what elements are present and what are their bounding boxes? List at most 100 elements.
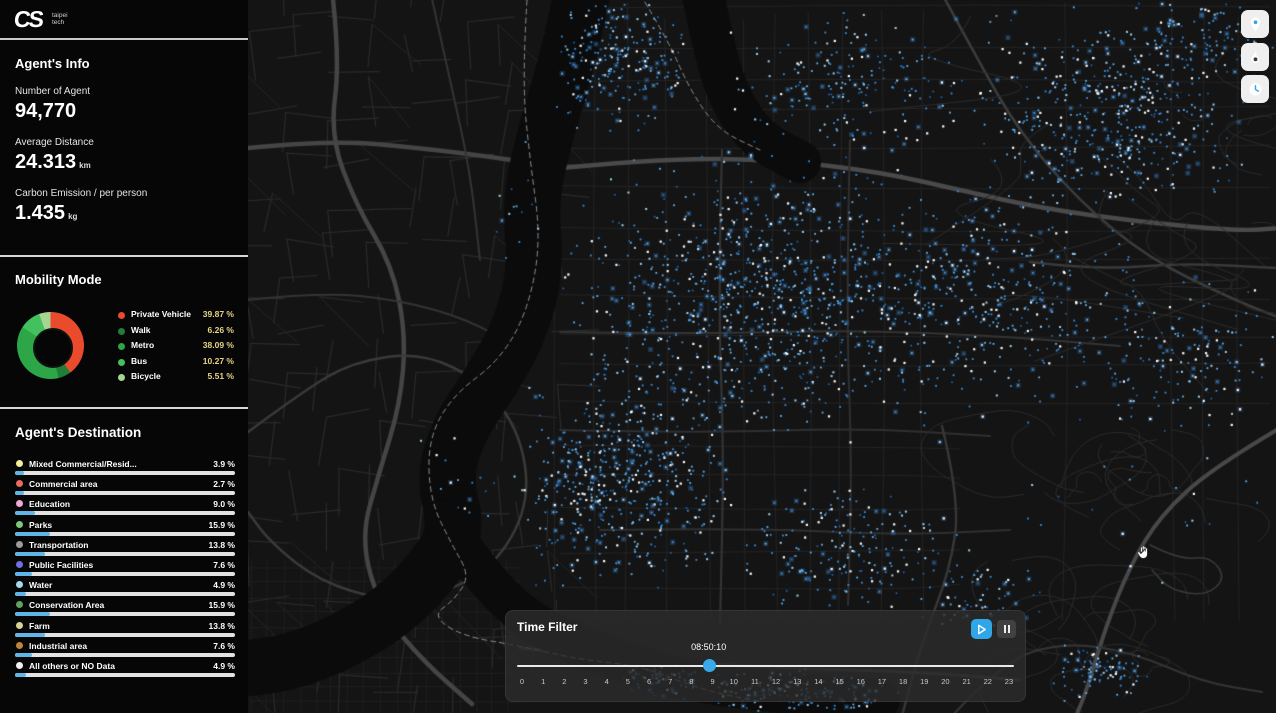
destination-value: 2.7 %	[213, 479, 235, 490]
destination-bar	[15, 592, 235, 597]
destination-value: 15.9 %	[208, 519, 235, 530]
time-tick-label: 6	[646, 677, 652, 686]
destination-bar	[15, 571, 235, 576]
destination-label: Parks	[29, 519, 53, 530]
destination-value: 15.9 %	[208, 600, 235, 611]
destination-row: Public Facilities 7.6 %	[15, 560, 235, 580]
time-tick-label: 20	[941, 677, 950, 686]
legend-dot	[118, 312, 125, 319]
destination-dot	[16, 540, 23, 548]
destination-label: Transportation	[29, 539, 89, 550]
time-tick-label: 3	[583, 677, 588, 686]
stat-value: 1.435 kg	[15, 202, 78, 224]
destination-label: All others or NO Data	[29, 660, 115, 671]
destination-label: Mixed Commercial/Resid...	[29, 459, 137, 469]
time-tick-label: 8	[689, 677, 694, 686]
pin-icon	[1250, 17, 1260, 31]
destination-value: 7.6 %	[213, 640, 235, 651]
legend-label: Walk	[131, 324, 151, 335]
destination-row: Farm 13.8 %	[15, 621, 235, 641]
destination-label: Farm	[29, 620, 50, 631]
map-control-time-button[interactable]	[1241, 75, 1269, 103]
destination-bar	[15, 551, 235, 556]
destination-label: Commercial area	[29, 479, 98, 490]
logo-text: taipei tech	[52, 12, 68, 26]
clock-icon	[1248, 82, 1262, 96]
time-tick-label: 23	[1004, 677, 1014, 686]
time-tick-label: 11	[750, 677, 759, 686]
mobility-donut-chart	[17, 312, 84, 379]
mobility-legend-row: Bus 10.27 %	[118, 356, 234, 372]
destination-value: 3.9 %	[213, 459, 235, 469]
destination-row: Commercial area 2.7 %	[15, 479, 235, 499]
sidebar: CS taipei tech Agent's Info Number of Ag…	[0, 0, 248, 713]
time-tick-label: 16	[856, 677, 865, 686]
map-control-heatmap-button[interactable]	[1241, 43, 1269, 71]
time-tick-label: 19	[920, 677, 929, 686]
time-tick-label: 0	[519, 677, 525, 686]
destination-dot	[16, 480, 23, 488]
destination-bar	[15, 672, 235, 677]
play-button[interactable]	[971, 619, 992, 639]
time-slider-track[interactable]	[517, 665, 1014, 667]
mobility-legend: Private Vehicle 39.87 % Walk 6.26 % Metro 38.…	[118, 309, 234, 387]
mobility-mode-title: Mobility Mode	[15, 272, 102, 287]
play-icon	[978, 624, 986, 634]
destination-bar	[15, 652, 235, 657]
legend-value: 10.27 %	[202, 355, 234, 366]
destination-value: 13.8 %	[208, 620, 235, 631]
time-filter-current-time: 08:50:10	[691, 642, 727, 652]
destination-value: 9.0 %	[213, 499, 235, 510]
time-tick-label: 17	[877, 677, 887, 686]
destination-list: Mixed Commercial/Resid... 3.9 % Commercial…	[15, 459, 235, 681]
pause-button[interactable]	[997, 620, 1016, 638]
time-tick-label: 18	[898, 677, 908, 686]
stat-carbon-emission: Carbon Emission / per person 1.435 kg	[15, 188, 147, 225]
logo-line2: tech	[52, 19, 65, 26]
stat-value: 94,770	[15, 100, 77, 122]
time-tick-label: 21	[962, 677, 971, 686]
stat-label: Carbon Emission / per person	[15, 188, 148, 199]
stat-number-of-agent: Number of Agent 94,770	[15, 86, 90, 123]
stat-label: Number of Agent	[15, 86, 91, 97]
time-tick-label: 1	[541, 677, 546, 686]
legend-value: 39.87 %	[202, 309, 234, 319]
time-slider-thumb[interactable]	[702, 659, 716, 672]
destination-label: Industrial area	[29, 640, 88, 651]
legend-label: Bicycle	[131, 371, 161, 381]
legend-value: 38.09 %	[202, 340, 234, 350]
destination-dot	[16, 641, 23, 649]
legend-dot	[118, 343, 125, 350]
mobility-legend-row: Bicycle 5.51 %	[118, 371, 234, 387]
legend-dot	[118, 327, 125, 335]
destination-bar	[15, 471, 235, 475]
destination-dot	[16, 560, 23, 568]
flame-icon	[1250, 50, 1259, 63]
legend-value: 6.26 %	[207, 324, 234, 335]
logo-line1: taipei	[52, 12, 68, 19]
destination-row: Conservation Area 15.9 %	[15, 600, 235, 620]
destination-bar	[15, 632, 235, 637]
destination-dot	[16, 581, 23, 589]
logo-icon: CS	[12, 6, 44, 32]
legend-value: 5.51 %	[207, 371, 234, 381]
destination-label: Water	[29, 580, 53, 591]
agents-destination-title: Agent's Destination	[15, 425, 142, 440]
stat-unit: km	[79, 161, 91, 170]
time-tick-label: 5	[625, 677, 630, 686]
agents-info-section: Agent's Info Number of Agent 94,770 Aver…	[0, 40, 248, 255]
hand-grab-cursor	[1137, 545, 1148, 559]
destination-dot	[16, 601, 23, 609]
time-filter-title: Time Filter	[517, 620, 578, 634]
time-tick-label: 7	[668, 677, 673, 686]
time-tick-label: 14	[814, 677, 823, 686]
destination-value: 13.8 %	[208, 539, 235, 550]
destination-label: Education	[29, 499, 71, 510]
legend-label: Bus	[131, 355, 148, 366]
map-control-location-pin-button[interactable]	[1241, 10, 1269, 38]
time-tick-label: 22	[983, 677, 992, 686]
stat-average-distance: Average Distance 24.313 km	[15, 137, 94, 174]
time-filter-panel: Time Filter 08:50:10 0 1 2 3 4 5 6 7 8 9 10 11 12 13 1…	[505, 610, 1026, 702]
time-tick-label: 9	[710, 677, 715, 686]
